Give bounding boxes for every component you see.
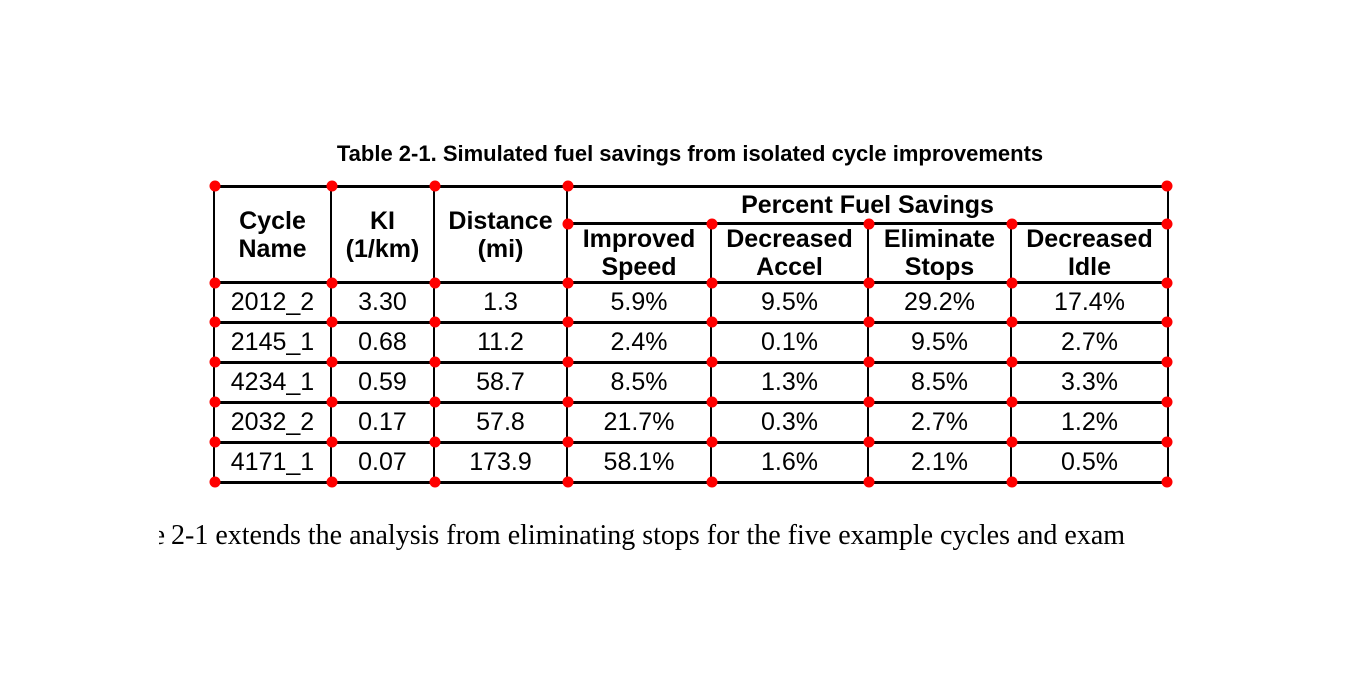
distance-cell: 57.8 (433, 401, 568, 444)
header-line: Speed (601, 253, 677, 281)
table-row: 2012_2 3.30 1.3 5.9% 9.5% 29.2% 17.4% (213, 281, 1169, 324)
col-header-improved-speed: Improved Speed (566, 222, 712, 284)
table-row: 2145_1 0.68 11.2 2.4% 0.1% 9.5% 2.7% (213, 321, 1169, 364)
cycle-name-cell: 2145_1 (213, 321, 332, 364)
col-header-ki: KI (1/km) (330, 185, 435, 284)
table-row: 4171_1 0.07 173.9 58.1% 1.6% 2.1% 0.5% (213, 441, 1169, 484)
header-line: Decreased (726, 225, 853, 254)
decreased-accel-cell: 9.5% (710, 281, 869, 324)
header-line: Name (238, 234, 307, 263)
header-line: (1/km) (345, 234, 420, 263)
improved-speed-cell: 21.7% (566, 401, 712, 444)
decreased-accel-cell: 1.6% (710, 441, 869, 484)
decreased-idle-cell: 17.4% (1010, 281, 1169, 324)
improved-speed-cell: 8.5% (566, 361, 712, 404)
col-header-decreased-idle: Decreased Idle (1010, 222, 1169, 284)
decreased-accel-cell: 0.1% (710, 321, 869, 364)
header-line: Decreased (1026, 225, 1153, 254)
col-header-cycle-name: Cycle Name (213, 185, 332, 284)
header-row-sub: Improved Speed Decreased Accel Eliminate… (214, 222, 1169, 284)
decreased-idle-cell: 0.5% (1010, 441, 1169, 484)
table-row: 4234_1 0.59 58.7 8.5% 1.3% 8.5% 3.3% (213, 361, 1169, 404)
eliminate-stops-cell: 8.5% (867, 361, 1012, 404)
header-line: Improved (582, 225, 696, 254)
table-title: Table 2-1. Simulated fuel savings from i… (336, 141, 1044, 166)
span-header-percent-fuel-savings: Percent Fuel Savings (566, 185, 1169, 225)
header-row-top: Cycle Name KI (1/km) Distance (mi) Perce… (213, 185, 1169, 284)
cycle-name-cell: 2032_2 (213, 401, 332, 444)
decreased-idle-cell: 2.7% (1010, 321, 1169, 364)
improved-speed-cell: 5.9% (566, 281, 712, 324)
cycle-name-cell: 4234_1 (213, 361, 332, 404)
header-line: Cycle (239, 206, 306, 235)
header-line: (mi) (477, 234, 524, 263)
distance-cell: 173.9 (433, 441, 568, 484)
ki-cell: 3.30 (330, 281, 435, 324)
improved-speed-cell: 2.4% (566, 321, 712, 364)
body-text: e2-1 extends the analysis from eliminati… (159, 516, 1125, 556)
body-text-line: 2-1 extends the analysis from eliminatin… (171, 520, 1126, 551)
col-header-eliminate-stops: Eliminate Stops (867, 222, 1012, 284)
cycle-name-cell: 4171_1 (213, 441, 332, 484)
eliminate-stops-cell: 9.5% (867, 321, 1012, 364)
eliminate-stops-cell: 29.2% (867, 281, 1012, 324)
table-body: 2012_2 3.30 1.3 5.9% 9.5% 29.2% 17.4% 21… (213, 281, 1169, 484)
improved-speed-cell: 58.1% (566, 441, 712, 484)
header-line: Accel (756, 253, 823, 281)
col-header-distance: Distance (mi) (433, 185, 568, 284)
eliminate-stops-cell: 2.7% (867, 401, 1012, 444)
decreased-accel-cell: 0.3% (710, 401, 869, 444)
decreased-idle-cell: 3.3% (1010, 361, 1169, 404)
fuel-savings-table: Cycle Name KI (1/km) Distance (mi) Perce… (213, 185, 1169, 484)
ki-cell: 0.07 (330, 441, 435, 484)
header-line: Stops (904, 253, 975, 281)
decreased-accel-cell: 1.3% (710, 361, 869, 404)
col-header-decreased-accel: Decreased Accel (710, 222, 869, 284)
eliminate-stops-cell: 2.1% (867, 441, 1012, 484)
clipped-text-fragment: e (159, 516, 165, 556)
distance-cell: 58.7 (433, 361, 568, 404)
distance-cell: 11.2 (433, 321, 568, 364)
decreased-idle-cell: 1.2% (1010, 401, 1169, 444)
ki-cell: 0.17 (330, 401, 435, 444)
header-line: Eliminate (883, 225, 996, 254)
header-line: Idle (1067, 253, 1112, 281)
cycle-name-cell: 2012_2 (213, 281, 332, 324)
ki-cell: 0.68 (330, 321, 435, 364)
ki-cell: 0.59 (330, 361, 435, 404)
table-header: Cycle Name KI (1/km) Distance (mi) Perce… (213, 185, 1169, 284)
header-line: Distance (448, 206, 553, 235)
header-line: KI (370, 206, 395, 235)
table-row: 2032_2 0.17 57.8 21.7% 0.3% 2.7% 1.2% (213, 401, 1169, 444)
distance-cell: 1.3 (433, 281, 568, 324)
